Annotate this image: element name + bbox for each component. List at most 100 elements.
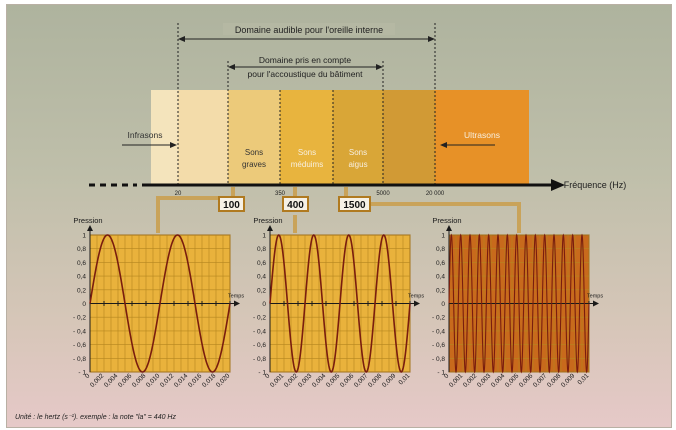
frequency-axis: Fréquence (Hz) 20 350 5000 20 000 bbox=[89, 179, 626, 197]
zone-sons-graves bbox=[228, 90, 280, 185]
zone-ultrasons bbox=[435, 90, 529, 185]
tick-5000: 5000 bbox=[376, 191, 390, 197]
zone-high bbox=[383, 90, 435, 185]
y-tick-label: 0,8 bbox=[436, 246, 445, 253]
y-tick-label: 0 bbox=[441, 301, 445, 308]
y-tick-label: 0 bbox=[82, 301, 86, 308]
y-tick-label: - 0,2 bbox=[432, 315, 445, 322]
y-tick-label: 0,2 bbox=[257, 287, 266, 294]
x-tick-label: 0,004 bbox=[103, 372, 120, 389]
y-tick-label: 0,6 bbox=[77, 260, 86, 267]
y-axis-label: Pression bbox=[253, 216, 282, 225]
sons-aigus-label: Sons aigus bbox=[348, 148, 367, 169]
y-tick-label: 0,4 bbox=[436, 274, 445, 281]
x-tick-label: 0,002 bbox=[283, 372, 300, 389]
x-tick-label: 0,009 bbox=[560, 372, 577, 389]
x-tick-label: 0,016 bbox=[187, 372, 204, 389]
x-tick-label: 0,003 bbox=[476, 372, 493, 389]
tick-350: 350 bbox=[275, 191, 286, 197]
y-tick-label: - 0,4 bbox=[253, 328, 266, 335]
x-tick-label: 0,007 bbox=[532, 372, 549, 389]
audible-range-label: Domaine audible pour l'oreille interne bbox=[235, 25, 383, 35]
diagram-frame: Domaine audible pour l'oreille interne D… bbox=[6, 4, 672, 428]
x-tick-label: 0,018 bbox=[201, 372, 218, 389]
y-tick-label: - 0,6 bbox=[432, 342, 445, 349]
y-tick-label: 0,6 bbox=[257, 260, 266, 267]
box-1500 bbox=[338, 196, 371, 212]
y-tick-label: 0,6 bbox=[436, 260, 445, 267]
waveform-line bbox=[89, 234, 231, 373]
y-axis-label: Pression bbox=[73, 216, 102, 225]
zone-infrasons bbox=[151, 90, 178, 185]
y-tick-label: - 0,2 bbox=[73, 315, 86, 322]
x-tick-label: 0,01 bbox=[398, 372, 412, 386]
audible-range-arrow: Domaine audible pour l'oreille interne bbox=[178, 23, 435, 42]
y-tick-label: - 0,4 bbox=[432, 328, 445, 335]
x-tick-label: 0,006 bbox=[339, 372, 356, 389]
range-boundaries bbox=[177, 23, 436, 185]
y-axis-label: Pression bbox=[432, 216, 461, 225]
x-tick-label: 0,012 bbox=[159, 372, 176, 389]
tick-20: 20 bbox=[175, 191, 182, 197]
y-tick-label: 1 bbox=[441, 233, 445, 240]
y-tick-label: - 0,8 bbox=[432, 356, 445, 363]
y-tick-label: - 0,6 bbox=[73, 342, 86, 349]
x-tick-label: 0,007 bbox=[353, 372, 370, 389]
spectrum-bar bbox=[151, 90, 529, 185]
x-tick-label: 0,01 bbox=[577, 372, 591, 386]
building-range-label-1: Domaine pris en compte bbox=[259, 55, 351, 65]
waveform-line bbox=[448, 233, 590, 374]
y-tick-label: - 0,2 bbox=[253, 315, 266, 322]
x-tick-label: 0,001 bbox=[269, 372, 286, 389]
x-tick-label: 0,003 bbox=[297, 372, 314, 389]
box-100 bbox=[218, 196, 245, 212]
time-axis-arrow bbox=[234, 300, 240, 307]
x-tick-label: 0,005 bbox=[504, 372, 521, 389]
x-axis-label: Temps bbox=[587, 294, 603, 300]
y-tick-label: - 0,4 bbox=[73, 328, 86, 335]
x-tick-label: 0,002 bbox=[462, 372, 479, 389]
y-tick-label: 0 bbox=[262, 301, 266, 308]
sons-mediums-label: Sons méduims bbox=[291, 148, 323, 169]
x-tick-label: 0,006 bbox=[518, 372, 535, 389]
side-arrows bbox=[122, 142, 495, 148]
zone-low bbox=[178, 90, 228, 185]
zone-labels: Infrasons Sons graves Sons méduims Sons aig… bbox=[128, 130, 500, 169]
waveform-charts: 10,80,60,40,20- 0,2- 0,4- 0,6- 0,8- 100,… bbox=[73, 216, 603, 389]
chart-3: 10,80,60,40,20- 0,2- 0,4- 0,6- 0,8- 100,… bbox=[432, 216, 603, 389]
zone-sons-mediums bbox=[280, 90, 333, 185]
chart-1: 10,80,60,40,20- 0,2- 0,4- 0,6- 0,8- 100,… bbox=[73, 216, 244, 389]
y-tick-label: - 0,6 bbox=[253, 342, 266, 349]
x-tick-label: 0 bbox=[84, 372, 92, 380]
building-range-label-2: pour l'accoustique du bâtiment bbox=[247, 69, 363, 79]
pressure-axis-arrow bbox=[446, 225, 452, 231]
x-axis-label: Temps bbox=[408, 294, 424, 300]
chart-2: 10,80,60,40,20- 0,2- 0,4- 0,6- 0,8- 100,… bbox=[253, 216, 424, 389]
pressure-axis-arrow bbox=[267, 225, 273, 231]
box-1500-label: 1500 bbox=[343, 200, 366, 211]
box-400 bbox=[282, 196, 309, 212]
x-tick-label: 0,008 bbox=[546, 372, 563, 389]
x-tick-label: 0 bbox=[443, 372, 451, 380]
x-tick-label: 0,008 bbox=[367, 372, 384, 389]
box-400-label: 400 bbox=[287, 200, 304, 211]
x-tick-label: 0,014 bbox=[173, 372, 190, 389]
x-tick-label: 0,008 bbox=[131, 372, 148, 389]
frequency-axis-label: Fréquence (Hz) bbox=[564, 180, 627, 190]
ultrasons-label: Ultrasons bbox=[464, 130, 500, 140]
x-tick-label: 0,020 bbox=[215, 372, 232, 389]
box-100-label: 100 bbox=[223, 200, 240, 211]
x-tick-label: 0,006 bbox=[117, 372, 134, 389]
pressure-axis-arrow bbox=[87, 225, 93, 231]
x-tick-label: 0,004 bbox=[311, 372, 328, 389]
sons-graves-label: Sons graves bbox=[242, 148, 266, 169]
time-axis-arrow bbox=[593, 300, 599, 307]
y-tick-label: 0,8 bbox=[257, 246, 266, 253]
building-range-arrow: Domaine pris en compte pour l'accoustiqu… bbox=[228, 55, 383, 79]
tick-20000: 20 000 bbox=[426, 191, 445, 197]
y-tick-label: 0,4 bbox=[257, 274, 266, 281]
y-tick-label: - 0,8 bbox=[73, 356, 86, 363]
x-tick-label: 0 bbox=[264, 372, 272, 380]
y-tick-label: 0,4 bbox=[77, 274, 86, 281]
y-tick-label: 1 bbox=[262, 233, 266, 240]
